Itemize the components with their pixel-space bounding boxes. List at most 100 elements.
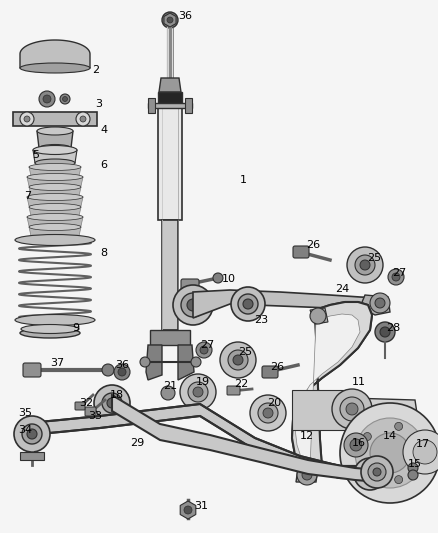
Ellipse shape (21, 325, 79, 334)
Circle shape (408, 463, 418, 473)
Polygon shape (180, 501, 196, 519)
Circle shape (228, 350, 248, 370)
Text: 24: 24 (335, 284, 349, 294)
Ellipse shape (29, 164, 81, 171)
Circle shape (346, 403, 358, 415)
Text: 26: 26 (270, 362, 284, 372)
Circle shape (220, 342, 256, 378)
Polygon shape (148, 98, 155, 113)
Ellipse shape (37, 127, 73, 135)
Polygon shape (33, 150, 77, 163)
FancyBboxPatch shape (293, 246, 309, 258)
FancyBboxPatch shape (181, 279, 199, 292)
Circle shape (310, 308, 326, 324)
Ellipse shape (29, 183, 81, 190)
Circle shape (395, 422, 403, 430)
Circle shape (167, 17, 173, 23)
Circle shape (368, 463, 386, 481)
Polygon shape (178, 345, 194, 380)
Polygon shape (29, 167, 81, 176)
Circle shape (392, 273, 400, 281)
Circle shape (243, 299, 253, 309)
Text: 25: 25 (367, 253, 381, 263)
Circle shape (340, 397, 364, 421)
Circle shape (22, 424, 42, 444)
Circle shape (181, 293, 205, 317)
Ellipse shape (15, 235, 95, 246)
Circle shape (340, 403, 438, 503)
Ellipse shape (29, 204, 81, 211)
Circle shape (413, 440, 437, 464)
Circle shape (250, 395, 286, 431)
Text: 33: 33 (88, 411, 102, 421)
Text: 21: 21 (163, 381, 177, 391)
Circle shape (373, 468, 381, 476)
Text: 36: 36 (115, 360, 129, 370)
Text: 3: 3 (95, 99, 102, 109)
Ellipse shape (27, 174, 83, 181)
Text: 12: 12 (300, 431, 314, 441)
Polygon shape (112, 395, 380, 482)
Circle shape (370, 433, 410, 473)
Circle shape (107, 398, 117, 408)
Text: 31: 31 (194, 501, 208, 511)
Circle shape (162, 12, 178, 28)
Circle shape (161, 386, 175, 400)
Circle shape (39, 91, 55, 107)
Polygon shape (27, 217, 83, 226)
Text: 19: 19 (196, 377, 210, 387)
Circle shape (27, 429, 37, 439)
Circle shape (375, 298, 385, 308)
Circle shape (380, 327, 390, 337)
Ellipse shape (20, 328, 80, 338)
Ellipse shape (33, 146, 77, 155)
Polygon shape (185, 98, 192, 113)
Text: 6: 6 (100, 160, 107, 170)
Circle shape (370, 293, 390, 313)
Circle shape (355, 255, 375, 275)
Polygon shape (159, 78, 181, 92)
Circle shape (196, 342, 212, 358)
Circle shape (188, 382, 208, 402)
Ellipse shape (27, 193, 83, 200)
Circle shape (14, 416, 50, 452)
Circle shape (43, 95, 51, 103)
Circle shape (297, 465, 317, 485)
Text: 2: 2 (92, 65, 99, 75)
Circle shape (354, 458, 386, 490)
Polygon shape (292, 302, 372, 475)
Circle shape (213, 273, 223, 283)
Circle shape (193, 387, 203, 397)
Circle shape (60, 94, 70, 104)
Ellipse shape (15, 314, 95, 326)
FancyBboxPatch shape (23, 363, 41, 377)
Text: 17: 17 (416, 439, 430, 449)
Circle shape (361, 456, 393, 488)
Text: 27: 27 (200, 340, 214, 350)
Circle shape (24, 116, 30, 122)
Text: 22: 22 (234, 379, 248, 389)
Polygon shape (162, 220, 178, 330)
Circle shape (332, 389, 372, 429)
Circle shape (76, 112, 90, 126)
Text: 18: 18 (110, 390, 124, 400)
Circle shape (364, 465, 371, 473)
Text: 34: 34 (18, 425, 32, 435)
Circle shape (302, 470, 312, 480)
Polygon shape (150, 330, 190, 345)
Polygon shape (20, 40, 90, 68)
Text: 15: 15 (408, 459, 422, 469)
Polygon shape (350, 398, 418, 420)
Circle shape (366, 470, 374, 478)
Text: 23: 23 (254, 315, 268, 325)
Circle shape (388, 269, 404, 285)
Text: 32: 32 (79, 398, 93, 408)
Circle shape (238, 294, 258, 314)
Circle shape (63, 96, 67, 101)
Circle shape (403, 430, 438, 474)
Text: 37: 37 (50, 358, 64, 368)
Polygon shape (13, 112, 97, 126)
Circle shape (173, 285, 213, 325)
Polygon shape (296, 468, 318, 482)
Text: 9: 9 (72, 323, 79, 333)
